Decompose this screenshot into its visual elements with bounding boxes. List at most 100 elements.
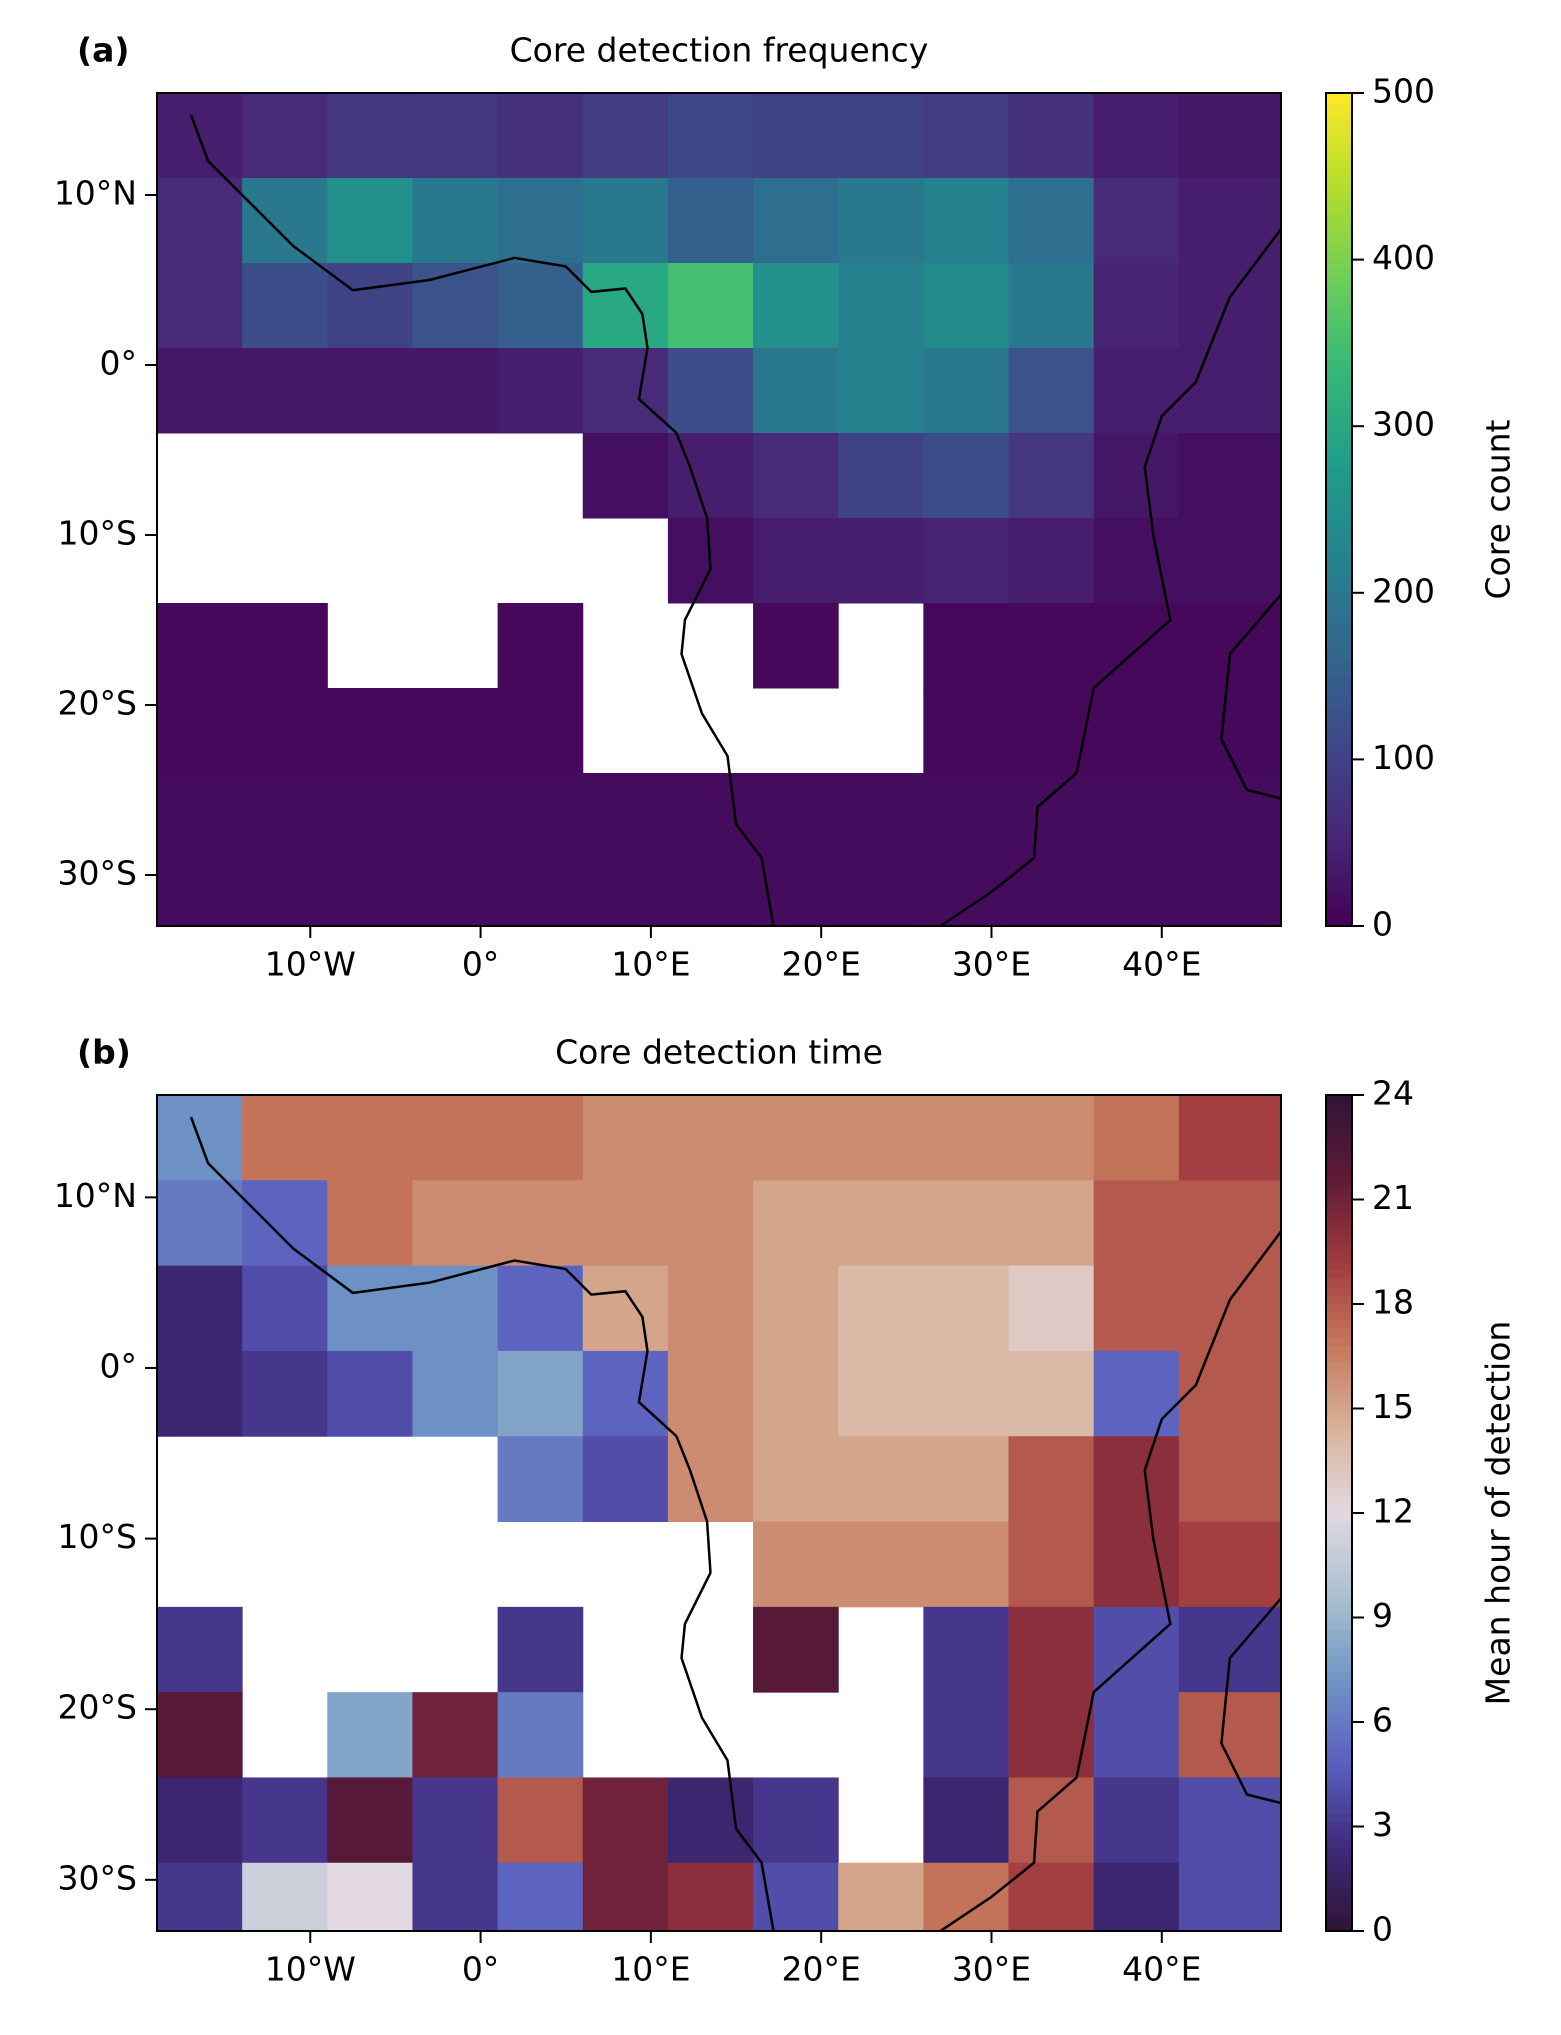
- colorbar-step: [1326, 276, 1352, 286]
- colorbar-step: [1326, 367, 1352, 378]
- grid-cell: [412, 1862, 499, 1931]
- grid-cell: [1093, 1862, 1180, 1931]
- grid-cell: [838, 773, 924, 859]
- grid-cell: [753, 348, 839, 434]
- grid-cell: [327, 263, 413, 349]
- colorbar-step: [1326, 1270, 1352, 1280]
- grid-cell: [242, 93, 328, 179]
- colorbar-step: [1326, 1663, 1352, 1673]
- grid-cell: [838, 263, 924, 349]
- grid-cell: [1178, 348, 1281, 434]
- colorbar-step: [1326, 1613, 1352, 1623]
- colorbar-tick-label: 24: [1372, 1074, 1414, 1113]
- colorbar-step: [1326, 1345, 1352, 1356]
- grid-cell: [923, 603, 1010, 689]
- colorbar-step: [1326, 1688, 1352, 1698]
- grid-cell: [1093, 1095, 1180, 1181]
- grid-cell: [753, 433, 839, 519]
- colorbar-step: [1326, 1880, 1352, 1891]
- grid-cell: [1008, 1350, 1095, 1437]
- colorbar-step: [1326, 251, 1352, 261]
- colorbar-step: [1326, 301, 1352, 311]
- colorbar-step: [1326, 1621, 1352, 1632]
- grid-cell: [1093, 1350, 1180, 1437]
- grid-cell: [1178, 93, 1281, 179]
- grid-cell: [242, 178, 328, 264]
- grid-cell: [753, 1606, 839, 1693]
- grid-cell: [242, 1350, 328, 1437]
- grid-cell: [242, 858, 328, 926]
- colorbar-step: [1326, 1579, 1352, 1590]
- colorbar-step: [1326, 817, 1352, 828]
- grid-cell: [412, 263, 499, 349]
- grid-cell: [667, 263, 754, 349]
- colorbar-step: [1326, 326, 1352, 336]
- grid-cell: [157, 603, 243, 689]
- panel-title: Core detection time: [555, 1033, 883, 1072]
- grid-cell: [838, 518, 924, 604]
- colorbar-step: [1326, 1538, 1352, 1548]
- grid-cell: [1178, 1862, 1281, 1931]
- colorbar-frame: [1325, 92, 1353, 927]
- colorbar-step: [1326, 884, 1352, 894]
- grid-cell: [1008, 858, 1095, 926]
- colorbar-step: [1326, 442, 1352, 453]
- colorbar-step: [1326, 1680, 1352, 1690]
- y-tick-label: 30°S: [58, 1858, 137, 1897]
- grid-cell: [838, 433, 924, 519]
- colorbar-step: [1326, 1922, 1352, 1932]
- colorbar-step: [1326, 1329, 1352, 1339]
- colorbar-step: [1326, 1195, 1352, 1205]
- colorbar-step: [1326, 1387, 1352, 1397]
- grid-cell: [923, 1265, 1010, 1352]
- grid-cell: [412, 348, 499, 434]
- colorbar-step: [1326, 1421, 1352, 1431]
- grid-cell: [1008, 433, 1095, 519]
- colorbar-step: [1326, 1588, 1352, 1598]
- colorbar-step: [1326, 1655, 1352, 1665]
- y-tick-label: 0°: [100, 1346, 138, 1385]
- colorbar-step: [1326, 142, 1352, 153]
- grid-cell: [327, 178, 413, 264]
- grid-cell: [1093, 688, 1180, 774]
- grid-cell: [667, 93, 754, 179]
- colorbar-step: [1326, 509, 1352, 519]
- grid-cell: [497, 603, 584, 689]
- colorbar-step: [1326, 1696, 1352, 1707]
- grid-cell: [1178, 773, 1281, 859]
- colorbar-step: [1326, 859, 1352, 869]
- colorbar-step: [1326, 917, 1352, 927]
- panel-label: (b): [77, 1033, 131, 1072]
- colorbar-tick-label: 6: [1372, 1701, 1393, 1740]
- colorbar-step: [1326, 692, 1352, 703]
- grid-cell: [1008, 1436, 1095, 1523]
- colorbar-step: [1326, 542, 1352, 553]
- grid-cell: [1008, 263, 1095, 349]
- colorbar-step: [1326, 767, 1352, 778]
- grid-cell: [1093, 1265, 1180, 1352]
- colorbar-step: [1326, 209, 1352, 219]
- colorbar-step: [1326, 1529, 1352, 1540]
- grid-cell: [157, 1265, 243, 1352]
- grid-cell: [582, 178, 669, 264]
- colorbar-step: [1326, 834, 1352, 844]
- colorbar-step: [1326, 467, 1352, 478]
- colorbar-step: [1326, 667, 1352, 678]
- grid-cell: [497, 1862, 584, 1931]
- grid-cell: [753, 1521, 839, 1608]
- colorbar-step: [1326, 201, 1352, 211]
- grid-cell: [1008, 688, 1095, 774]
- grid-cell: [157, 773, 243, 859]
- colorbar-step: [1326, 876, 1352, 886]
- grid-cell: [497, 688, 584, 774]
- grid-cell: [242, 688, 328, 774]
- colorbar-step: [1326, 267, 1352, 278]
- grid-cell: [667, 1777, 754, 1864]
- grid-cell: [1093, 1180, 1180, 1267]
- grid-cell: [582, 1436, 669, 1523]
- grid-cell: [923, 433, 1010, 519]
- grid-cell: [412, 1095, 499, 1181]
- grid-cell: [923, 1777, 1010, 1864]
- grid-cell: [327, 348, 413, 434]
- grid-cell: [412, 688, 499, 774]
